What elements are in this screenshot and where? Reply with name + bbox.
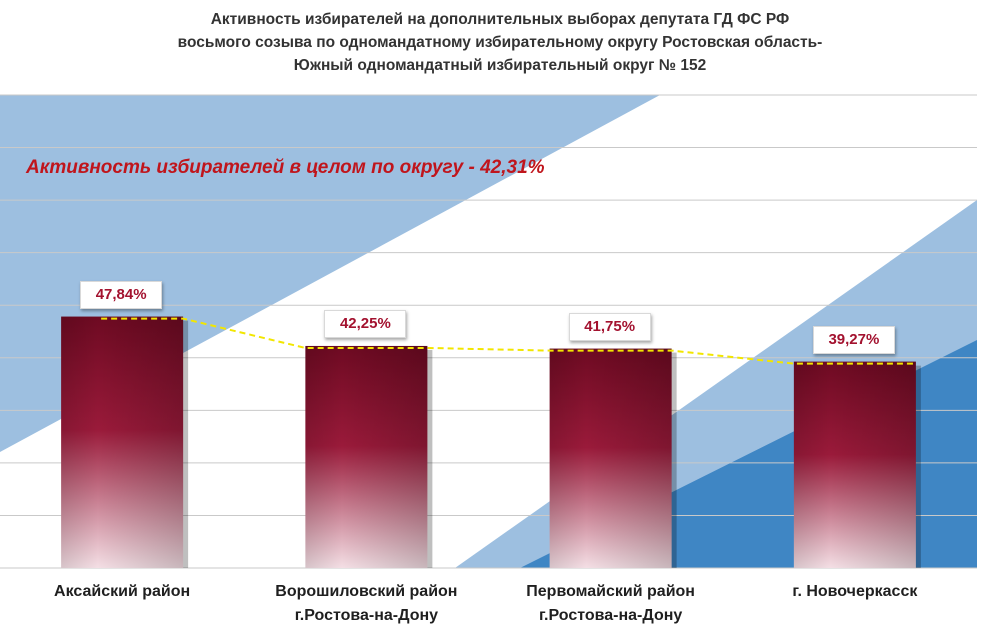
bars [61,316,921,568]
category-label-line: г.Ростова-на-Дону [538,607,683,624]
category-label-line: Первомайский район [526,583,695,600]
trendline [101,317,916,365]
category-label-line: г.Ростова-на-Дону [294,607,439,624]
category-label-line: г. Новочеркасск [792,583,918,600]
category-label: Аксайский район [2,580,242,604]
bar-shading [305,345,428,568]
bar-shading [61,316,184,568]
category-label: Ворошиловский район г.Ростова-на-Дону [246,580,486,628]
category-label-line: Ворошиловский район [275,583,458,600]
trendline-path [101,317,916,365]
category-label-line: Аксайский район [54,583,191,600]
category-label: г. Новочеркасск [735,580,975,604]
title-line-2: восьмого созыва по одномандатному избира… [177,34,823,51]
data-label: 41,75% [568,312,651,341]
title-line-1: Активность избирателей на дополнительных… [210,11,790,28]
overall-turnout-annotation: Активность избирателей в целом по округу… [26,157,545,178]
chart-title: Активность избирателей на дополнительных… [60,8,940,77]
bar-shading [793,361,916,568]
category-label: Первомайский район г.Ростова-на-Дону [491,580,731,628]
bar-shading [549,348,672,568]
data-label: 42,25% [324,309,407,338]
title-line-3: Южный одномандатный избирательный округ … [293,57,707,74]
data-label: 39,27% [812,325,895,354]
data-label: 47,84% [80,280,163,309]
